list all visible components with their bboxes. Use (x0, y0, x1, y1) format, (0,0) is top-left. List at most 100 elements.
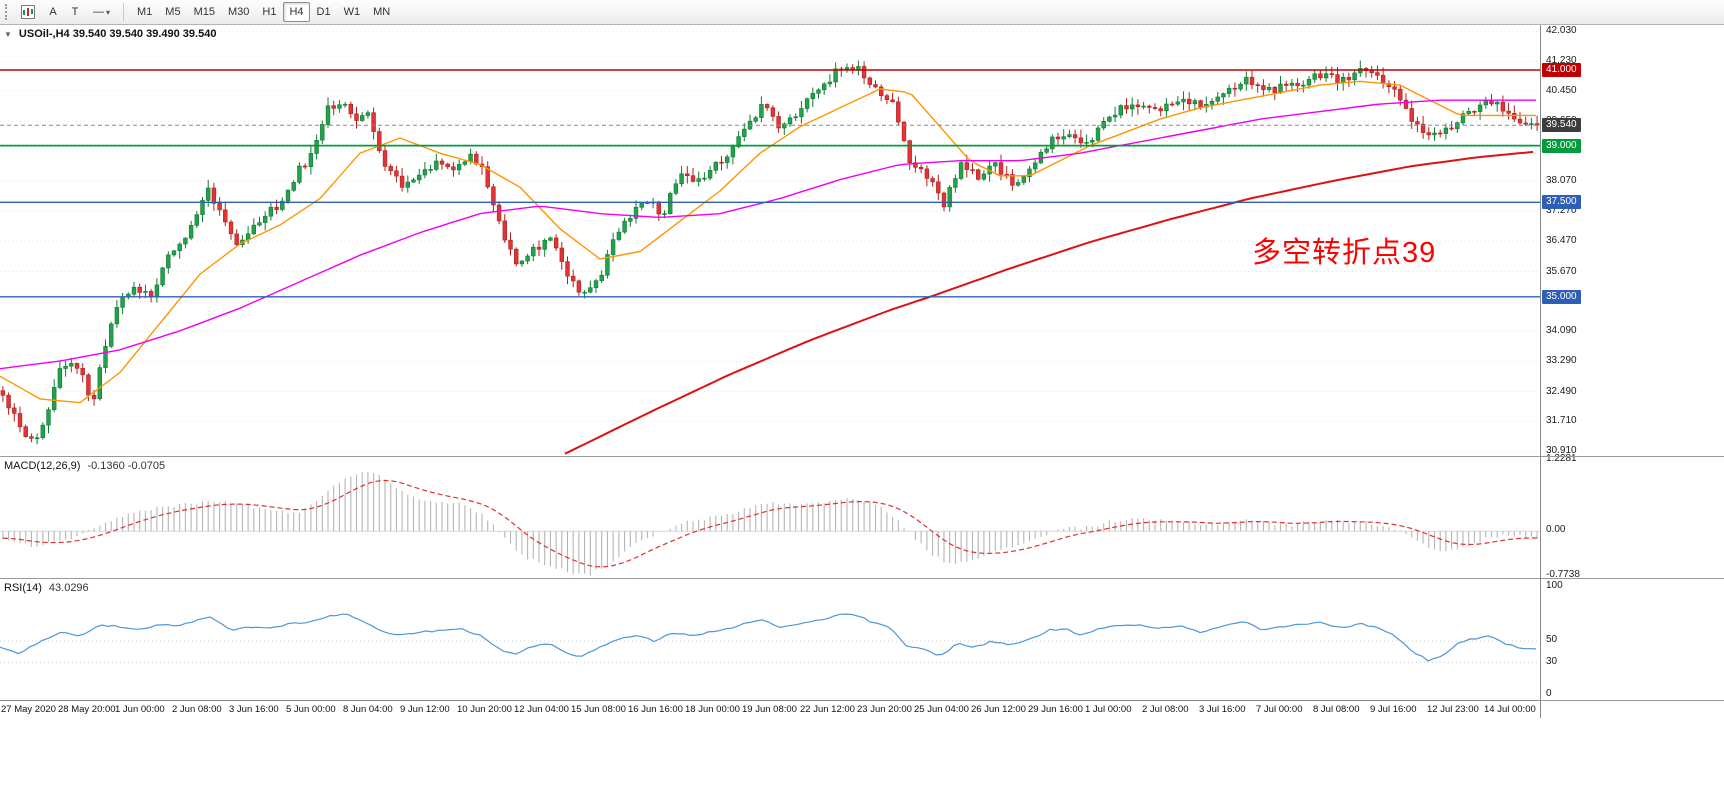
cursor-tool-label: A (49, 6, 57, 18)
rsi-label: RSI(14) (4, 582, 42, 594)
ma-fast-line (0, 80, 1536, 404)
time-axis-label: 3 Jun 16:00 (229, 704, 279, 715)
macd-axis-label: -0.7738 (1546, 569, 1580, 580)
time-axis-label: 23 Jun 20:00 (857, 704, 912, 715)
chart-icon (21, 5, 35, 19)
time-axis-label: 2 Jul 08:00 (1142, 704, 1189, 715)
chevron-down-icon: ▾ (106, 7, 111, 17)
price-axis-label: 30.910 (1546, 445, 1577, 457)
rsi-value: 43.0296 (48, 582, 89, 594)
price-axis-label: 36.470 (1546, 235, 1577, 247)
timeframe-h1[interactable]: H1 (262, 6, 277, 18)
price-badge-35.000: 35.000 (1542, 289, 1581, 304)
time-axis-label: 12 Jul 23:00 (1427, 704, 1479, 715)
time-axis-label: 10 Jun 20:00 (457, 704, 512, 715)
timeframe-d1[interactable]: D1 (316, 6, 331, 18)
rsi-axis-label: 30 (1546, 655, 1558, 667)
time-axis-label: 5 Jun 00:00 (286, 704, 336, 715)
time-axis-label: 3 Jul 16:00 (1199, 704, 1246, 715)
time-axis-label: 27 May 2020 (1, 704, 56, 715)
macd-signal-line (2, 479, 1538, 568)
hline-icon: — (93, 6, 104, 18)
macd-pane[interactable]: MACD(12,26,9) -0.1360 -0.0705 (0, 456, 1540, 578)
text-tool-label: T (71, 6, 79, 18)
price-axis[interactable]: 42.03041.23040.45039.65038.85038.07037.2… (1540, 25, 1724, 718)
rsi-axis-label: 0 (1546, 688, 1552, 699)
ma-slow-line (564, 150, 1534, 455)
chart-annotation[interactable]: 多空转折点39 (1252, 237, 1437, 269)
timeframe-m5[interactable]: M5 (165, 6, 181, 18)
price-axis-label: 33.290 (1546, 355, 1577, 367)
price-axis-label: 41.230 (1546, 55, 1577, 67)
rsi-header: RSI(14) 43.0296 (4, 582, 89, 594)
chart-collapse-icon[interactable]: ▼ (4, 30, 12, 39)
rsi-canvas[interactable] (0, 579, 1540, 700)
main-chart-pane[interactable]: ▼ USOil-,H4 39.540 39.540 39.490 39.540 … (0, 25, 1540, 456)
rsi-line (0, 613, 1537, 662)
price-axis-label: 34.090 (1546, 325, 1577, 337)
time-axis-label: 19 Jun 08:00 (742, 704, 797, 715)
macd-values: -0.1360 -0.0705 (87, 460, 166, 472)
grid-lines (0, 30, 1540, 452)
timeframe-m30[interactable]: M30 (227, 6, 250, 18)
rsi-axis-label: 50 (1546, 634, 1558, 645)
price-badge-37.500: 37.500 (1542, 195, 1581, 210)
current-price-badge: 39.540 (1542, 118, 1581, 133)
toolbar-separator (123, 3, 125, 21)
time-axis-label: 8 Jul 08:00 (1313, 704, 1360, 715)
time-axis-label: 28 May 20:00 (58, 704, 116, 715)
chart-symbol-header: ▼ USOil-,H4 39.540 39.540 39.490 39.540 (4, 28, 216, 40)
price-axis-label: 40.450 (1546, 84, 1577, 96)
price-axis-label: 42.030 (1546, 25, 1577, 37)
price-axis-label: 37.270 (1546, 205, 1577, 216)
time-axis-label: 26 Jun 12:00 (971, 704, 1026, 715)
rsi-axis-label: 100 (1546, 580, 1563, 591)
timeframe-w1[interactable]: W1 (343, 6, 361, 18)
main-chart-canvas[interactable] (0, 25, 1540, 456)
time-axis-label: 8 Jun 04:00 (343, 704, 393, 715)
time-axis-label: 9 Jul 16:00 (1370, 704, 1417, 715)
price-axis-label: 31.710 (1546, 415, 1577, 427)
timeframe-m15[interactable]: M15 (193, 6, 215, 18)
price-badge-39.000: 39.000 (1542, 138, 1581, 153)
time-axis-label: 9 Jun 12:00 (400, 704, 450, 715)
time-axis-label: 2 Jun 08:00 (172, 704, 222, 715)
rsi-pane[interactable]: RSI(14) 43.0296 (0, 578, 1540, 700)
time-axis-label: 16 Jun 16:00 (628, 704, 683, 715)
macd-header: MACD(12,26,9) -0.1360 -0.0705 (4, 460, 165, 472)
timeframe-mn[interactable]: MN (373, 6, 391, 18)
macd-axis-label: 0.00 (1546, 524, 1566, 536)
timeframe-m1[interactable]: M1 (137, 6, 153, 18)
chart-shift-button[interactable] (15, 2, 41, 22)
hline-tool-button[interactable]: — ▾ (87, 2, 116, 22)
cursor-tool-button[interactable]: A (43, 2, 63, 22)
time-axis-label: 12 Jun 04:00 (514, 704, 569, 715)
toolbar-drag-handle[interactable] (5, 4, 9, 20)
pane-separator (1541, 578, 1724, 579)
candles (0, 60, 1540, 445)
time-axis-label: 22 Jun 12:00 (800, 704, 855, 715)
time-axis-label: 29 Jun 16:00 (1028, 704, 1083, 715)
time-axis-label: 14 Jul 00:00 (1484, 704, 1536, 715)
chart-window: ▼ USOil-,H4 39.540 39.540 39.490 39.540 … (0, 25, 1724, 792)
toolbar: A T — ▾ M1 M5 M15 M30 H1 H4 D1 W1 MN (0, 0, 1724, 25)
price-axis-label: 32.490 (1546, 385, 1577, 397)
macd-label: MACD(12,26,9) (4, 460, 81, 472)
time-axis-label: 1 Jul 00:00 (1085, 704, 1132, 715)
timeframe-group: M1 M5 M15 M30 H1 H4 D1 W1 MN (131, 2, 396, 22)
price-badge-41.000: 41.000 (1542, 62, 1581, 77)
text-tool-button[interactable]: T (65, 2, 85, 22)
time-axis[interactable]: 27 May 2020 28 May 20:00 1 Jun 00:00 2 Jun … (0, 700, 1540, 718)
symbol-ohlc-text: USOil-,H4 39.540 39.540 39.490 39.540 (18, 28, 217, 40)
macd-canvas[interactable] (0, 457, 1540, 578)
time-axis-label: 1 Jun 00:00 (115, 704, 165, 715)
pane-separator (1541, 456, 1724, 457)
macd-histogram (2, 472, 1538, 576)
timeframe-h4[interactable]: H4 (283, 2, 310, 22)
time-axis-label: 25 Jun 04:00 (914, 704, 969, 715)
price-axis-label: 35.670 (1546, 265, 1577, 277)
time-axis-label: 7 Jul 00:00 (1256, 704, 1303, 715)
time-axis-label: 15 Jun 08:00 (571, 704, 626, 715)
pane-separator (1541, 700, 1724, 701)
price-axis-label: 38.070 (1546, 174, 1577, 186)
